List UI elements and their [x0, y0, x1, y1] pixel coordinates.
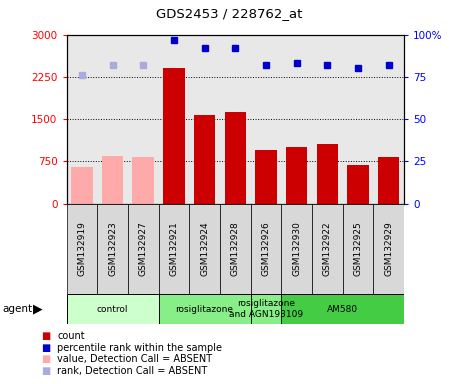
Text: value, Detection Call = ABSENT: value, Detection Call = ABSENT: [57, 354, 213, 364]
Text: GSM132919: GSM132919: [78, 221, 86, 276]
Text: count: count: [57, 331, 85, 341]
FancyBboxPatch shape: [373, 204, 404, 294]
Text: GSM132925: GSM132925: [353, 221, 363, 276]
Text: GSM132926: GSM132926: [262, 221, 270, 276]
Bar: [317, 144, 338, 204]
Text: GSM132921: GSM132921: [169, 221, 179, 276]
Text: GSM132927: GSM132927: [139, 221, 148, 276]
FancyBboxPatch shape: [342, 204, 373, 294]
Text: GDS2453 / 228762_at: GDS2453 / 228762_at: [157, 7, 302, 20]
Text: GSM132924: GSM132924: [200, 221, 209, 276]
Bar: [255, 150, 277, 204]
Text: GSM132929: GSM132929: [384, 221, 393, 276]
FancyBboxPatch shape: [281, 204, 312, 294]
Bar: [347, 165, 369, 204]
FancyBboxPatch shape: [128, 204, 158, 294]
Text: ■: ■: [41, 354, 50, 364]
Text: ■: ■: [41, 343, 50, 353]
Text: GSM132923: GSM132923: [108, 221, 117, 276]
Text: control: control: [97, 305, 129, 314]
FancyBboxPatch shape: [281, 295, 404, 324]
Bar: [163, 68, 185, 204]
FancyBboxPatch shape: [189, 204, 220, 294]
FancyBboxPatch shape: [97, 204, 128, 294]
FancyBboxPatch shape: [158, 204, 189, 294]
Text: ■: ■: [41, 366, 50, 376]
Bar: [194, 114, 215, 204]
FancyBboxPatch shape: [312, 204, 342, 294]
Text: rosiglitazone
and AGN193109: rosiglitazone and AGN193109: [229, 300, 303, 319]
Text: AM580: AM580: [327, 305, 358, 314]
Text: GSM132928: GSM132928: [231, 221, 240, 276]
Bar: [224, 112, 246, 204]
FancyBboxPatch shape: [251, 295, 281, 324]
Text: percentile rank within the sample: percentile rank within the sample: [57, 343, 222, 353]
Bar: [102, 156, 123, 204]
Text: ■: ■: [41, 331, 50, 341]
Bar: [133, 157, 154, 204]
Text: agent: agent: [2, 304, 33, 314]
FancyBboxPatch shape: [67, 204, 97, 294]
Text: GSM132930: GSM132930: [292, 221, 301, 276]
Bar: [378, 157, 399, 204]
Bar: [71, 167, 93, 204]
Bar: [286, 147, 308, 204]
Text: ▶: ▶: [33, 303, 42, 316]
FancyBboxPatch shape: [67, 295, 158, 324]
Text: rosiglitazone: rosiglitazone: [176, 305, 234, 314]
Text: rank, Detection Call = ABSENT: rank, Detection Call = ABSENT: [57, 366, 207, 376]
FancyBboxPatch shape: [158, 295, 251, 324]
Text: GSM132922: GSM132922: [323, 221, 332, 276]
FancyBboxPatch shape: [220, 204, 251, 294]
FancyBboxPatch shape: [251, 204, 281, 294]
